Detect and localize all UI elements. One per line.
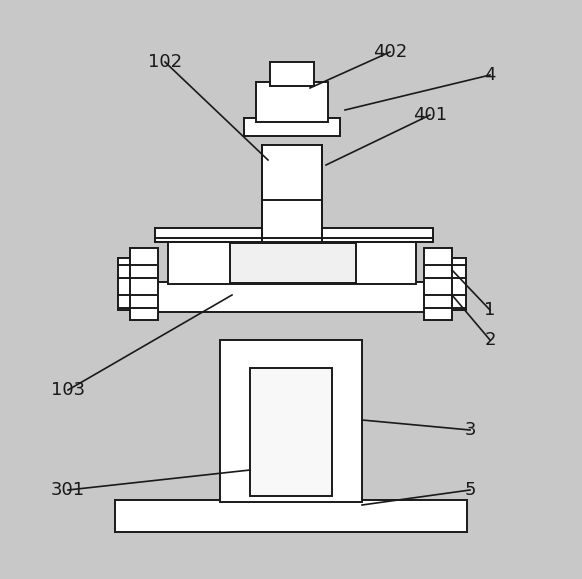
Bar (230, 243, 356, 283)
Bar (130, 248, 158, 320)
Text: 402: 402 (373, 43, 407, 61)
Bar (270, 62, 314, 86)
Text: 5: 5 (464, 481, 475, 499)
Bar (262, 145, 322, 243)
Text: 301: 301 (51, 481, 85, 499)
Bar (168, 238, 416, 284)
Bar (428, 258, 466, 310)
Text: 1: 1 (484, 301, 496, 319)
Bar (250, 368, 332, 496)
Bar (244, 118, 340, 136)
Text: 102: 102 (148, 53, 182, 71)
Bar (220, 340, 362, 502)
Bar (424, 248, 452, 320)
Bar (155, 228, 433, 242)
Text: 2: 2 (484, 331, 496, 349)
Text: 4: 4 (484, 66, 496, 84)
Bar (115, 500, 467, 532)
Bar (118, 258, 156, 310)
Text: 3: 3 (464, 421, 475, 439)
Text: 103: 103 (51, 381, 85, 399)
Bar (256, 82, 328, 122)
Text: 401: 401 (413, 106, 447, 124)
Bar (150, 282, 432, 312)
